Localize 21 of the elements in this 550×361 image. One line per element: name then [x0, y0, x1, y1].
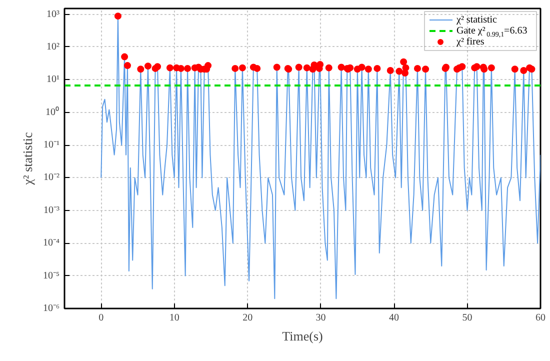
y-tick-label: 10⁰ — [46, 106, 60, 118]
x-tick-label: 10 — [169, 312, 180, 324]
y-tick-label: 10² — [46, 41, 60, 52]
x-tick-label: 30 — [316, 312, 326, 324]
x-axis-title: Time(s) — [282, 328, 323, 344]
legend-label: χ² fires — [456, 36, 484, 48]
x-tick-label: 60 — [536, 312, 546, 324]
y-tick-label: 10⁻⁴ — [43, 238, 60, 249]
y-tick-label: 10⁻¹ — [44, 140, 60, 151]
legend-label: χ² statistic — [456, 14, 498, 26]
x-tick-label: 40 — [389, 312, 400, 324]
y-tick-label: 10¹ — [46, 74, 60, 86]
y-axis-title: χ² statistic — [20, 132, 36, 186]
y-tick-label: 10³ — [46, 8, 60, 20]
y-tick-label: 10⁻² — [44, 172, 60, 184]
y-tick-label: 10⁻³ — [44, 204, 60, 216]
x-tick-label: 20 — [242, 312, 253, 324]
x-tick-label: 0 — [98, 312, 104, 324]
y-tick-label: 10⁻⁶ — [43, 303, 60, 314]
y-tick-label: 10⁻⁵ — [43, 270, 60, 282]
x-tick-label: 50 — [462, 312, 472, 324]
